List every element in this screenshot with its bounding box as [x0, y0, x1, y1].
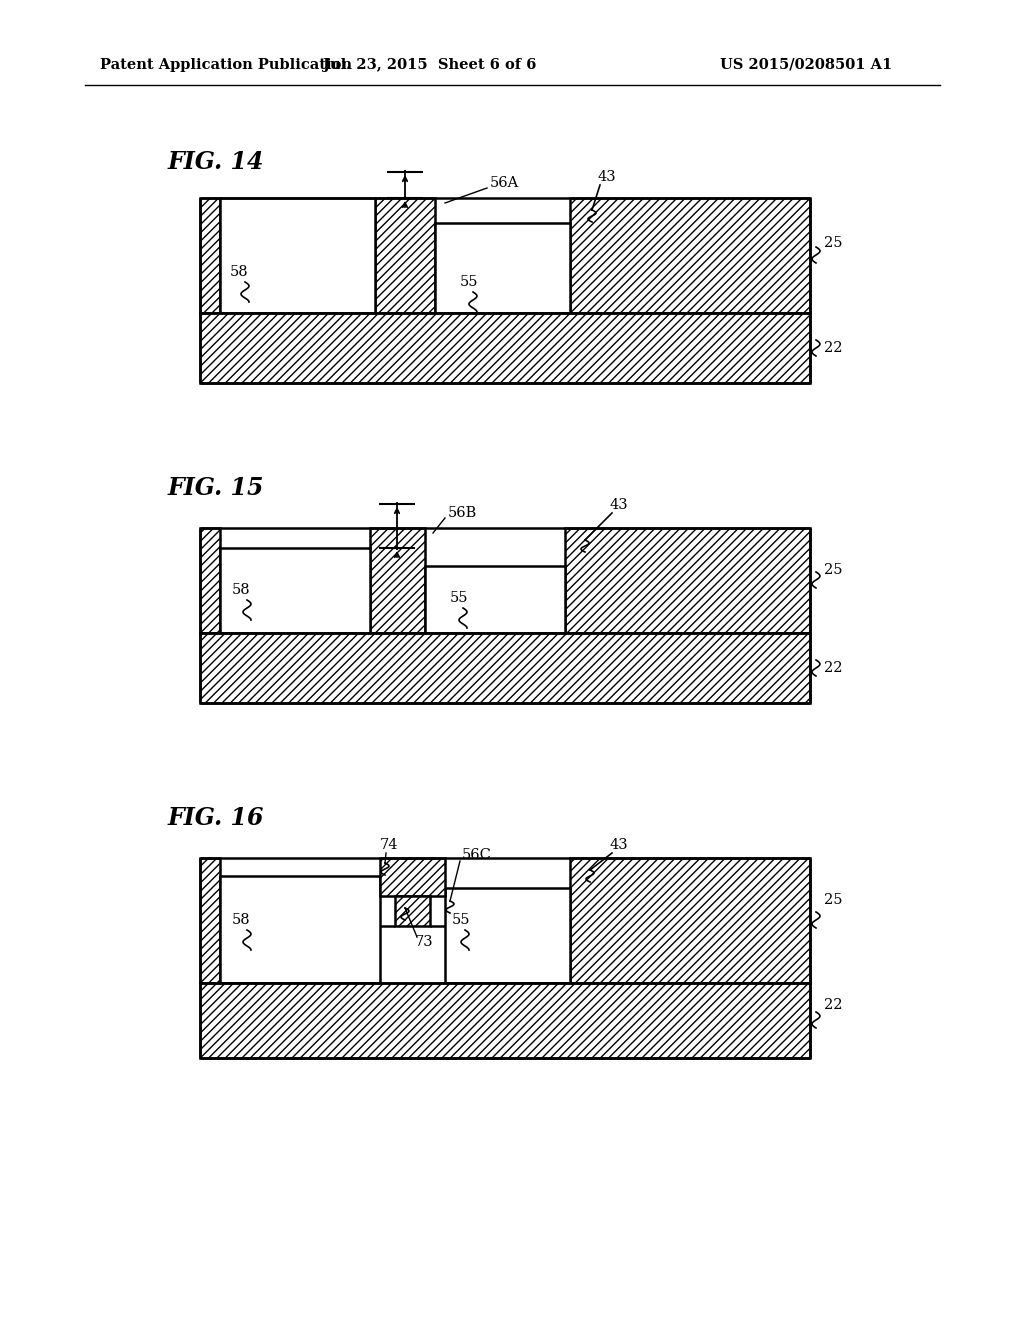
- Text: 25: 25: [824, 894, 843, 907]
- Bar: [570, 198, 810, 313]
- Bar: [570, 858, 810, 983]
- Text: 55: 55: [452, 913, 470, 927]
- Text: Jul. 23, 2015  Sheet 6 of 6: Jul. 23, 2015 Sheet 6 of 6: [324, 58, 537, 73]
- Bar: [200, 313, 810, 383]
- Bar: [425, 566, 565, 634]
- Text: 22: 22: [824, 998, 843, 1012]
- Bar: [220, 548, 370, 634]
- Text: FIG. 14: FIG. 14: [168, 150, 264, 174]
- Bar: [200, 983, 810, 1059]
- Text: 56B: 56B: [449, 506, 477, 520]
- Bar: [200, 198, 220, 313]
- Text: 58: 58: [230, 265, 249, 279]
- Text: FIG. 16: FIG. 16: [168, 807, 264, 830]
- Bar: [220, 876, 380, 983]
- Bar: [200, 528, 220, 634]
- Text: 56A: 56A: [490, 176, 519, 190]
- Text: 43: 43: [598, 170, 616, 183]
- Text: 25: 25: [824, 564, 843, 577]
- Bar: [435, 223, 570, 313]
- Text: 55: 55: [450, 591, 469, 605]
- Text: 58: 58: [232, 583, 251, 597]
- Text: 25: 25: [824, 236, 843, 249]
- Bar: [565, 528, 810, 634]
- Bar: [375, 198, 435, 313]
- Text: 22: 22: [824, 341, 843, 355]
- Text: 56C: 56C: [462, 847, 492, 862]
- Text: 43: 43: [610, 498, 629, 512]
- Text: US 2015/0208501 A1: US 2015/0208501 A1: [720, 58, 892, 73]
- Bar: [220, 198, 375, 313]
- Bar: [370, 528, 425, 634]
- Bar: [445, 888, 570, 983]
- Text: 43: 43: [610, 838, 629, 851]
- Text: 74: 74: [380, 838, 398, 851]
- Text: Patent Application Publication: Patent Application Publication: [100, 58, 352, 73]
- Text: 22: 22: [824, 661, 843, 675]
- Text: FIG. 15: FIG. 15: [168, 477, 264, 500]
- Bar: [380, 858, 445, 896]
- Text: 73: 73: [415, 935, 433, 949]
- Bar: [200, 634, 810, 704]
- Bar: [395, 896, 430, 927]
- Text: 55: 55: [460, 275, 478, 289]
- Text: 58: 58: [232, 913, 251, 927]
- Bar: [200, 858, 220, 983]
